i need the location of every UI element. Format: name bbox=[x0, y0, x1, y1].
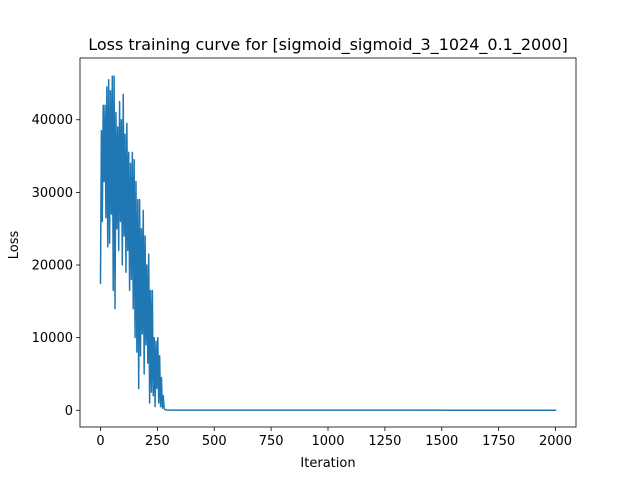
x-tick-label: 250 bbox=[145, 434, 170, 449]
x-tick-label: 1500 bbox=[425, 434, 458, 449]
x-tick-label: 500 bbox=[202, 434, 227, 449]
axes: 0 250 500 750 1000 1250 1500 1750 20000100002000… bbox=[32, 57, 577, 449]
x-tick-label: 750 bbox=[259, 434, 284, 449]
x-tick-label: 0 bbox=[96, 434, 104, 449]
x-tick-label: 1250 bbox=[368, 434, 401, 449]
chart-title: Loss training curve for [sigmoid_sigmoid… bbox=[88, 35, 568, 55]
series-line-0 bbox=[99, 75, 557, 411]
y-axis-label: Loss bbox=[7, 231, 22, 260]
x-axis-label: Iteration bbox=[300, 456, 355, 471]
y-tick-label: 40000 bbox=[32, 113, 73, 128]
x-tick-label: 1750 bbox=[482, 434, 515, 449]
y-tick-label: 10000 bbox=[32, 331, 73, 346]
plot-area bbox=[99, 75, 557, 411]
y-tick-label: 30000 bbox=[32, 186, 73, 201]
y-tick-label: 20000 bbox=[32, 259, 73, 274]
y-tick-label: 0 bbox=[65, 404, 73, 419]
x-tick-label: 2000 bbox=[539, 434, 572, 449]
x-tick-label: 1000 bbox=[311, 434, 344, 449]
